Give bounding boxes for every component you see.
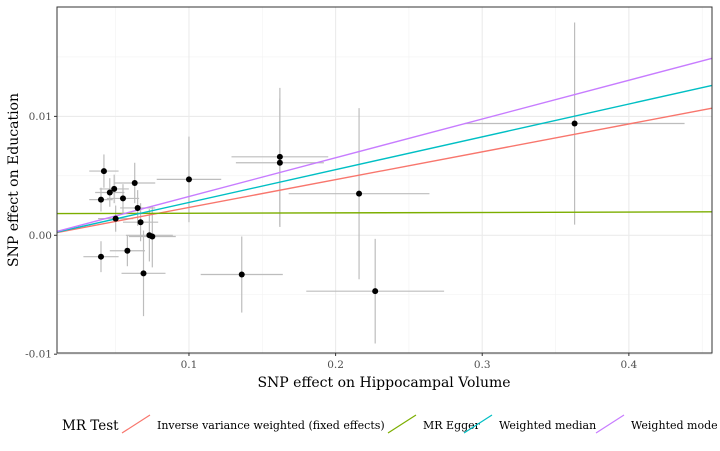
data-point bbox=[149, 233, 156, 240]
legend-item: Inverse variance weighted (fixed effects… bbox=[121, 414, 385, 434]
data-point bbox=[140, 270, 147, 277]
x-tick-label: 0.4 bbox=[621, 359, 638, 371]
regression-lines bbox=[56, 57, 713, 234]
legend-key bbox=[595, 414, 625, 434]
data-point bbox=[97, 196, 104, 203]
regression-line bbox=[56, 211, 713, 215]
data-point bbox=[131, 179, 138, 186]
data-point bbox=[97, 253, 104, 260]
legend-item: Weighted median bbox=[463, 414, 596, 434]
x-tick-label: 0.1 bbox=[181, 359, 198, 371]
data-point bbox=[356, 190, 363, 197]
minor-gridlines bbox=[57, 7, 712, 353]
data-point bbox=[372, 288, 379, 295]
regression-line bbox=[56, 84, 713, 233]
regression-line bbox=[56, 107, 713, 234]
legend-key bbox=[121, 414, 151, 434]
y-tick-label: -0.01 bbox=[25, 349, 52, 361]
plot-border bbox=[56, 6, 713, 354]
data-point bbox=[124, 247, 131, 254]
legend-items: Inverse variance weighted (fixed effects… bbox=[121, 414, 718, 434]
y-tick-label: 0.01 bbox=[29, 111, 52, 123]
plot-panel bbox=[57, 7, 712, 353]
x-axis-title: SNP effect on Hippocampal Volume bbox=[257, 375, 510, 391]
x-tick-label: 0.3 bbox=[474, 359, 491, 371]
legend-item: Weighted mode bbox=[595, 414, 718, 434]
data-point bbox=[137, 219, 144, 226]
x-tick-label: 0.2 bbox=[327, 359, 344, 371]
x-axis-ticks: 0.1 0.2 0.3 0.4 bbox=[181, 353, 638, 371]
legend-label: Weighted median bbox=[499, 419, 596, 432]
data-point bbox=[111, 185, 118, 192]
legend: MR Test Inverse variance weighted (fixed… bbox=[62, 414, 718, 434]
data-points bbox=[97, 120, 578, 295]
legend-item: MR Egger bbox=[387, 414, 481, 434]
legend-key bbox=[387, 414, 417, 434]
data-point bbox=[100, 168, 107, 175]
legend-label: MR Egger bbox=[423, 419, 481, 432]
data-point bbox=[112, 215, 119, 222]
data-point bbox=[106, 189, 113, 196]
y-tick-label: 0.00 bbox=[29, 230, 52, 242]
y-axis-title: SNP effect on Education bbox=[6, 93, 22, 267]
data-point bbox=[276, 153, 283, 160]
data-point bbox=[238, 271, 245, 278]
regression-line bbox=[56, 57, 713, 233]
legend-title: MR Test bbox=[62, 418, 119, 434]
y-axis-ticks: -0.01 0.00 0.01 bbox=[25, 111, 57, 361]
data-point bbox=[571, 120, 578, 127]
legend-label: Inverse variance weighted (fixed effects… bbox=[157, 419, 385, 432]
data-point bbox=[134, 204, 141, 211]
data-point bbox=[276, 159, 283, 166]
data-point bbox=[185, 176, 192, 183]
legend-label: Weighted mode bbox=[631, 419, 718, 432]
data-point bbox=[119, 195, 126, 202]
legend-key bbox=[463, 414, 493, 434]
